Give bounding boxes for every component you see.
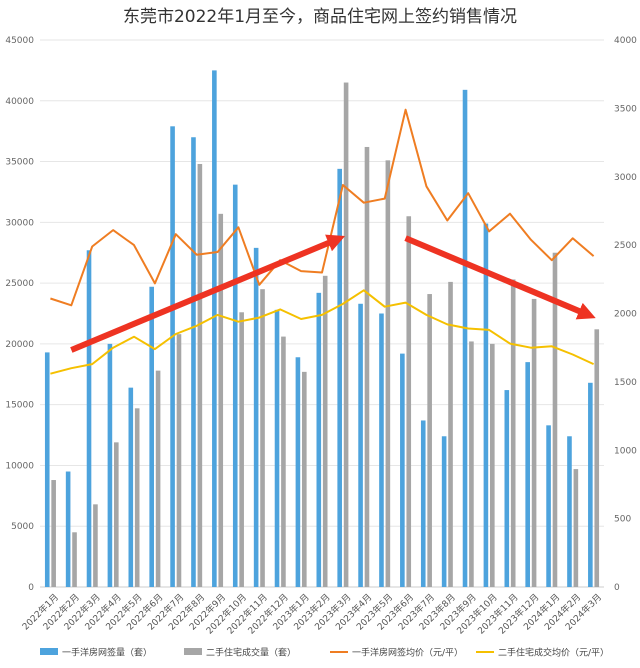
bar xyxy=(295,357,301,587)
y-left-tick-label: 30000 xyxy=(5,218,34,228)
bar xyxy=(469,341,474,587)
bar xyxy=(260,289,265,587)
y-left-tick-label: 15000 xyxy=(5,401,34,411)
bar xyxy=(531,298,537,587)
legend-label: 二手住宅成交均价（元/平） xyxy=(498,647,609,659)
bar xyxy=(588,382,593,587)
bar xyxy=(420,420,426,587)
bar xyxy=(567,436,572,587)
y-right-tick-label: 3000 xyxy=(614,173,637,183)
bar xyxy=(65,471,71,587)
bar xyxy=(552,252,558,587)
bar xyxy=(546,425,551,587)
bar xyxy=(364,146,370,588)
y-left-tick-label: 25000 xyxy=(5,279,34,289)
legend-label: 一手洋房网签均价（元/平） xyxy=(352,647,463,659)
bar xyxy=(427,294,432,587)
bar xyxy=(490,343,495,587)
y-left-tick-label: 5000 xyxy=(11,522,34,532)
legend-swatch xyxy=(184,648,202,655)
legend-label: 二手住宅成交量（套） xyxy=(206,647,296,659)
y-right-axis: 0 500 1000 1500 2000 2500 3000 3500 4000 xyxy=(614,36,637,593)
bar xyxy=(149,286,154,587)
y-right-tick-label: 0 xyxy=(614,583,620,593)
bar-series xyxy=(44,70,600,588)
bar xyxy=(337,168,342,588)
trend-arrow xyxy=(404,235,596,320)
y-left-tick-label: 35000 xyxy=(5,158,34,168)
bar xyxy=(406,216,412,587)
bar xyxy=(400,353,405,587)
bar xyxy=(358,303,363,587)
y-left-tick-label: 0 xyxy=(28,583,34,593)
y-left-tick-label: 10000 xyxy=(5,461,34,471)
y-left-tick-label: 20000 xyxy=(5,340,34,350)
bar xyxy=(302,371,307,587)
gridlines xyxy=(40,39,604,588)
bar xyxy=(170,126,175,587)
bar xyxy=(483,223,489,587)
y-right-tick-label: 2000 xyxy=(614,310,637,320)
bar xyxy=(525,362,530,587)
y-left-axis: 0 5000 10000 15000 20000 25000 30000 35000 40000… xyxy=(5,36,34,593)
bar xyxy=(155,370,161,587)
legend-label: 一手洋房网签量（套） xyxy=(62,647,152,659)
x-axis: 2022年1月2022年2月2022年3月2022年4月2022年5月2022年… xyxy=(20,591,605,637)
y-left-tick-label: 45000 xyxy=(5,36,34,46)
bar xyxy=(191,137,196,587)
bar xyxy=(107,343,113,587)
bar xyxy=(114,442,119,587)
bar xyxy=(504,390,510,587)
line-series xyxy=(50,108,595,375)
y-left-tick-label: 40000 xyxy=(5,97,34,107)
y-right-tick-label: 4000 xyxy=(614,36,637,46)
trend-arrow xyxy=(70,234,346,353)
y-right-tick-label: 3500 xyxy=(614,104,637,114)
bar xyxy=(239,312,244,587)
bar xyxy=(212,70,217,587)
bar xyxy=(86,250,92,587)
bar xyxy=(232,184,238,587)
bar xyxy=(128,387,134,587)
bar xyxy=(218,213,224,587)
bar xyxy=(44,352,50,587)
bar xyxy=(385,160,391,587)
bar xyxy=(322,275,328,587)
chart-title: 东莞市2022年1月至今，商品住宅网上签约销售情况 xyxy=(123,7,517,27)
y-right-tick-label: 500 xyxy=(614,515,631,525)
bar xyxy=(343,82,349,588)
bar xyxy=(134,408,140,587)
bar xyxy=(510,279,516,587)
bar xyxy=(93,504,98,587)
y-right-tick-label: 2500 xyxy=(614,241,637,251)
bar xyxy=(379,313,384,587)
y-right-tick-label: 1500 xyxy=(614,378,637,388)
bar xyxy=(72,532,77,587)
bar xyxy=(274,309,280,587)
legend: 一手洋房网签量（套） 二手住宅成交量（套） 一手洋房网签均价（元/平） 二手住宅成交均… xyxy=(40,647,609,659)
bar xyxy=(197,163,203,587)
bar xyxy=(462,89,468,588)
bar xyxy=(281,336,286,587)
bar xyxy=(441,436,447,587)
series-line xyxy=(50,108,595,307)
legend-swatch xyxy=(40,648,58,655)
bar xyxy=(253,247,259,588)
y-right-tick-label: 1000 xyxy=(614,446,637,456)
bar xyxy=(316,292,322,587)
bar xyxy=(573,469,579,587)
bar xyxy=(594,329,600,587)
series-line xyxy=(50,289,595,375)
bar xyxy=(176,334,182,587)
trend-arrows xyxy=(70,234,596,353)
bar xyxy=(51,480,56,587)
bar xyxy=(448,281,453,587)
